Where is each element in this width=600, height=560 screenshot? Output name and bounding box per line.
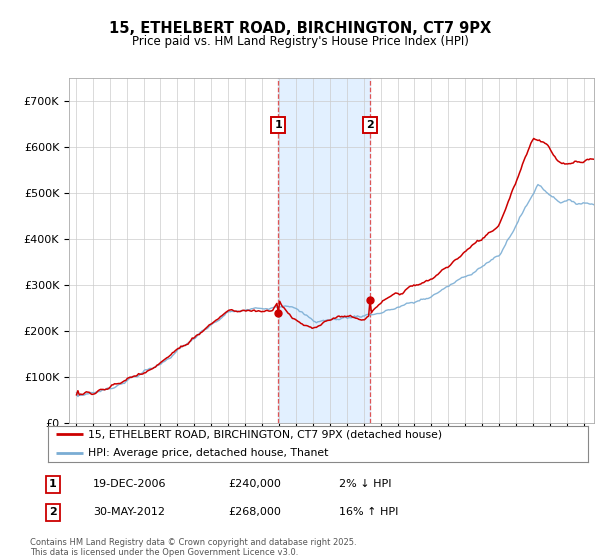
- Text: 2: 2: [366, 120, 374, 130]
- Text: 19-DEC-2006: 19-DEC-2006: [93, 479, 167, 489]
- Text: 15, ETHELBERT ROAD, BIRCHINGTON, CT7 9PX (detached house): 15, ETHELBERT ROAD, BIRCHINGTON, CT7 9PX…: [89, 430, 443, 440]
- Text: Price paid vs. HM Land Registry's House Price Index (HPI): Price paid vs. HM Land Registry's House …: [131, 35, 469, 48]
- Text: 1: 1: [274, 120, 282, 130]
- Text: HPI: Average price, detached house, Thanet: HPI: Average price, detached house, Than…: [89, 448, 329, 458]
- Text: Contains HM Land Registry data © Crown copyright and database right 2025.
This d: Contains HM Land Registry data © Crown c…: [30, 538, 356, 557]
- Text: 2: 2: [49, 507, 56, 517]
- Text: 2% ↓ HPI: 2% ↓ HPI: [339, 479, 391, 489]
- Text: 30-MAY-2012: 30-MAY-2012: [93, 507, 165, 517]
- Text: 15, ETHELBERT ROAD, BIRCHINGTON, CT7 9PX: 15, ETHELBERT ROAD, BIRCHINGTON, CT7 9PX: [109, 21, 491, 36]
- Text: 1: 1: [49, 479, 56, 489]
- Text: 16% ↑ HPI: 16% ↑ HPI: [339, 507, 398, 517]
- Text: £240,000: £240,000: [228, 479, 281, 489]
- Text: £268,000: £268,000: [228, 507, 281, 517]
